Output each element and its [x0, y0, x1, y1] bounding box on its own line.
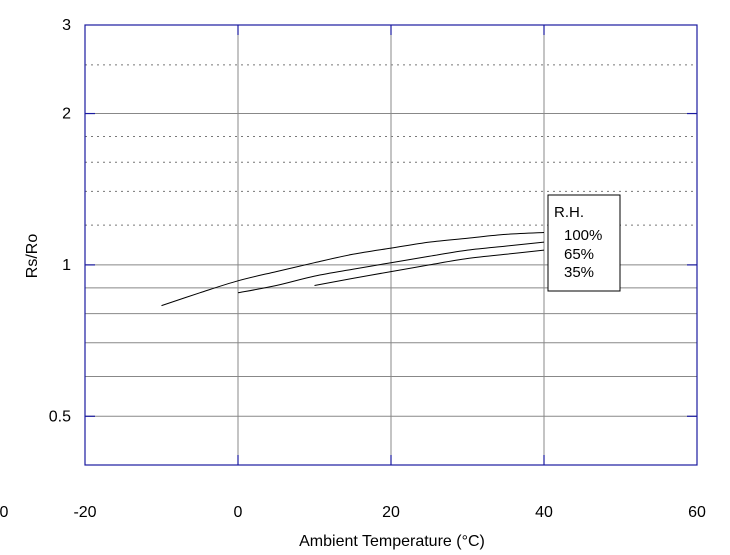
- y-axis-title: Rs/Ro: [24, 234, 41, 279]
- series-line-100pct: [161, 232, 545, 307]
- x-tick-label: 20: [382, 504, 400, 521]
- legend-entry-35: 35%: [564, 264, 594, 281]
- legend-entry-100: 100%: [564, 227, 602, 244]
- y-tick-label: 1: [62, 257, 71, 274]
- series-line-35pct: [314, 249, 545, 286]
- grid: [85, 25, 697, 465]
- y-tick-label: 3: [62, 17, 71, 34]
- y-ticks: 0.5 1 2 3: [49, 17, 71, 425]
- y-tick-label: 0.5: [49, 408, 71, 425]
- series-line-65pct: [237, 241, 545, 294]
- curves: [161, 232, 545, 307]
- frame-ticks: [85, 25, 697, 465]
- y-tick-label: 2: [62, 106, 71, 123]
- x-tick-label: -20: [73, 504, 96, 521]
- legend-entry-65: 65%: [564, 246, 594, 263]
- legend-title: R.H.: [554, 204, 584, 221]
- x-tick-label: 0: [234, 504, 243, 521]
- legend: R.H. 100% 65% 35%: [547, 194, 621, 292]
- stray-tick-label: 0: [0, 504, 9, 521]
- legend-box: [547, 194, 621, 292]
- x-ticks: -20 0 20 40 60: [73, 504, 706, 521]
- x-tick-label: 40: [535, 504, 553, 521]
- x-axis-title: Ambient Temperature (°C): [299, 533, 485, 550]
- x-tick-label: 60: [688, 504, 706, 521]
